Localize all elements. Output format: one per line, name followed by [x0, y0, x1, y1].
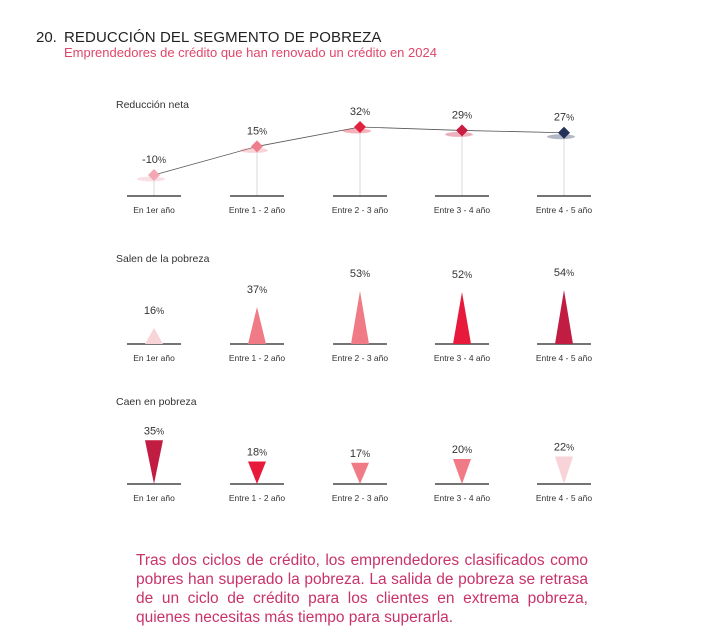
- marker-shadow: [240, 147, 268, 153]
- bar-triangle-up: [248, 307, 266, 344]
- bar-triangle-down: [248, 461, 266, 484]
- value-label: 54%: [554, 267, 574, 279]
- category-label: Entre 2 - 3 año: [332, 205, 389, 215]
- category-label: Entre 3 - 4 año: [434, 205, 491, 215]
- category-label: Entre 1 - 2 año: [229, 493, 286, 503]
- figure-title: REDUCCIÓN DEL SEGMENTO DE POBREZA: [64, 29, 382, 46]
- value-label: 27%: [554, 112, 574, 124]
- bar-triangle-down: [555, 456, 573, 484]
- value-label: 29%: [452, 109, 472, 121]
- data-point-diamond: [456, 124, 468, 137]
- category-label: Entre 2 - 3 año: [332, 493, 389, 503]
- value-label: 18%: [247, 447, 267, 459]
- value-label: 52%: [452, 269, 472, 281]
- value-label: 16%: [144, 305, 164, 317]
- value-label: 20%: [452, 444, 472, 456]
- value-label: 53%: [350, 268, 370, 280]
- value-label: 37%: [247, 284, 267, 296]
- bar-triangle-up: [555, 290, 573, 344]
- bar-triangle-up: [453, 292, 471, 344]
- marker-shadow: [137, 176, 165, 182]
- category-label: Entre 1 - 2 año: [229, 205, 286, 215]
- panel-title-caen-pobreza: Caen en pobreza: [116, 396, 197, 408]
- category-label: Entre 1 - 2 año: [229, 353, 286, 363]
- category-label: Entre 4 - 5 año: [536, 353, 593, 363]
- data-point-diamond: [558, 126, 570, 139]
- marker-shadow: [547, 134, 575, 140]
- category-label: Entre 4 - 5 año: [536, 493, 593, 503]
- value-label: -10%: [142, 154, 166, 166]
- net-reduction-line: [153, 126, 565, 176]
- category-label: Entre 2 - 3 año: [332, 353, 389, 363]
- value-label: 35%: [144, 425, 164, 437]
- bar-triangle-up: [351, 291, 369, 344]
- figure-subtitle: Emprendedores de crédito que han renovad…: [64, 45, 437, 60]
- figure-number: 20.: [36, 29, 57, 46]
- panel-title-salen-pobreza: Salen de la pobreza: [116, 253, 210, 265]
- value-label: 32%: [350, 106, 370, 118]
- category-label: Entre 3 - 4 año: [434, 493, 491, 503]
- bar-triangle-up: [145, 328, 163, 344]
- value-label: 22%: [554, 442, 574, 454]
- poverty-reduction-chart: Reducción neta En 1er año Entre 1 - 2 año E…: [116, 99, 593, 503]
- category-label: En 1er año: [133, 205, 175, 215]
- panel-title-reduccion-neta: Reducción neta: [116, 99, 189, 111]
- bar-triangle-down: [351, 462, 369, 484]
- marker-shadow: [343, 128, 371, 134]
- value-label: 15%: [247, 125, 267, 137]
- category-label: Entre 3 - 4 año: [434, 353, 491, 363]
- category-label: En 1er año: [133, 493, 175, 503]
- category-label: En 1er año: [133, 353, 175, 363]
- data-point-diamond: [354, 121, 366, 133]
- bar-triangle-down: [453, 459, 471, 484]
- data-point-diamond: [251, 140, 263, 153]
- data-point-diamond: [148, 169, 160, 181]
- footer-note: Tras dos ciclos de crédito, los emprende…: [136, 552, 588, 626]
- bar-triangle-down: [145, 440, 163, 484]
- category-label: Entre 4 - 5 año: [536, 205, 593, 215]
- value-label: 17%: [350, 448, 370, 460]
- marker-shadow: [445, 131, 473, 137]
